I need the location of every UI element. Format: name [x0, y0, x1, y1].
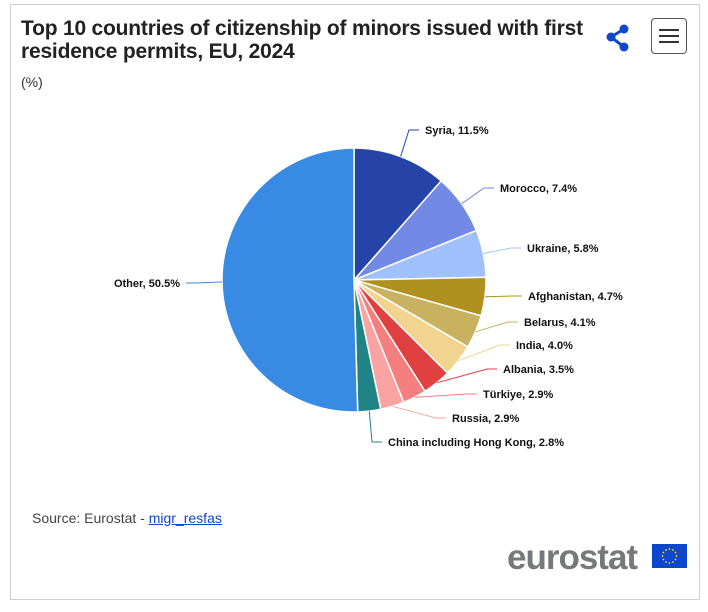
connector-line	[186, 281, 223, 284]
data-label: India, 4.0%	[516, 340, 573, 352]
source-note: Source: Eurostat - migr_resfas	[32, 510, 222, 526]
share-icon[interactable]	[604, 24, 632, 52]
connector-line	[368, 411, 382, 443]
flag-star	[662, 558, 665, 561]
data-label: Albania, 3.5%	[503, 364, 574, 376]
connector-line	[475, 321, 518, 333]
source-link[interactable]: migr_resfas	[148, 510, 222, 526]
connector-line	[436, 368, 497, 384]
chart-menu-button[interactable]	[651, 18, 687, 54]
hamburger-line	[659, 35, 679, 37]
flag-star	[665, 549, 667, 551]
data-label: Russia, 2.9%	[452, 413, 519, 425]
flag-star	[674, 558, 677, 561]
data-label: Afghanistan, 4.7%	[528, 291, 623, 303]
flag-star	[674, 551, 677, 554]
hamburger-menu-icon	[659, 29, 679, 31]
chart-title: Top 10 countries of citizenship of minor…	[21, 17, 583, 63]
connector-line	[461, 187, 494, 205]
chart-frame	[10, 4, 700, 600]
flag-star	[668, 562, 671, 564]
eu-flag-icon	[652, 544, 687, 568]
flag-star	[661, 555, 664, 557]
flag-star	[675, 555, 678, 557]
pie-slice-other[interactable]	[221, 147, 359, 413]
connector-line	[483, 247, 521, 254]
connector-line	[414, 393, 477, 398]
data-label: Syria, 11.5%	[425, 125, 489, 137]
data-label: Ukraine, 5.8%	[527, 243, 599, 255]
data-label: Belarus, 4.1%	[524, 317, 596, 329]
data-label: Morocco, 7.4%	[500, 183, 577, 195]
flag-star	[668, 548, 671, 550]
connector-line	[458, 344, 510, 362]
data-label: Türkiye, 2.9%	[483, 389, 554, 401]
chart-subtitle: (%)	[21, 74, 43, 90]
connector-line	[392, 405, 446, 419]
flag-star	[665, 561, 667, 563]
source-prefix: Source: Eurostat -	[32, 510, 149, 526]
data-label: Other, 50.5%	[114, 278, 180, 290]
flag-star	[662, 551, 665, 554]
data-label: China including Hong Kong, 2.8%	[388, 437, 564, 449]
flag-star	[672, 549, 674, 551]
flag-star	[672, 561, 674, 563]
hamburger-line	[659, 41, 679, 43]
connector-line	[484, 295, 522, 298]
connector-line	[400, 129, 419, 157]
eurostat-logo: eurostat	[507, 538, 638, 577]
